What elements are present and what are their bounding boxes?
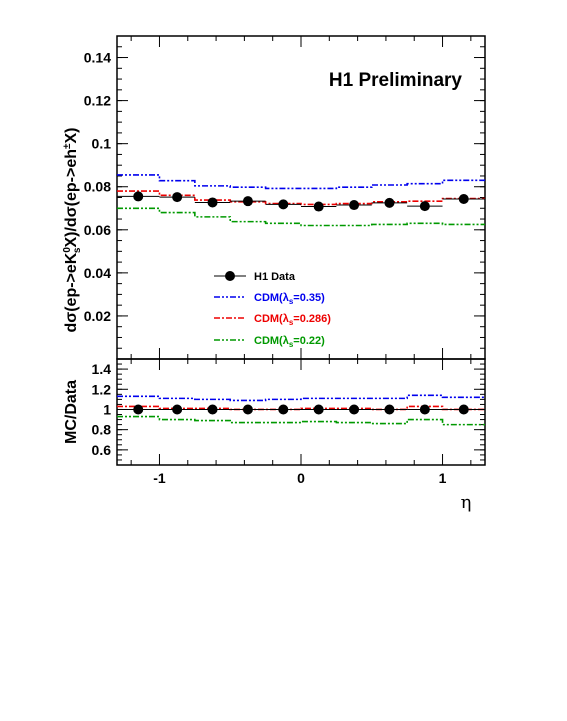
legend-label-data: H1 Data — [254, 271, 296, 283]
main-ytick-label: 0.04 — [84, 265, 111, 281]
legend-cdm-0286-prefix: CDM(λ — [254, 313, 289, 325]
legend-label-cdm-0286: CDM(λs=0.286) — [254, 313, 331, 327]
legend-label-cdm-022: CDM(λs=0.22) — [254, 335, 325, 349]
legend-cdm-035-sub: s — [289, 297, 294, 306]
ratio-data-point — [458, 404, 469, 415]
ratio-series-line-1 — [117, 405, 485, 411]
legend-cdm-0286-sub: s — [289, 318, 294, 327]
main-data-point — [278, 199, 289, 210]
main-ytick-label: 0.06 — [84, 222, 111, 238]
legend-cdm-0286-suffix: =0.286) — [293, 313, 331, 325]
ratio-data-point — [172, 404, 183, 415]
main-data-point — [419, 201, 430, 212]
main-data-point — [133, 191, 144, 202]
ratio-series-line-2 — [117, 415, 485, 426]
h1-preliminary-badge: H1 Preliminary — [329, 70, 462, 91]
ratio-axis-ticks: 0.6 0.8 1 1.2 1.4 -1 0 1 — [92, 359, 485, 486]
ratio-ylabel: MC/Data — [63, 380, 80, 444]
main-data-point — [313, 201, 324, 212]
ratio-ytick-label: 1 — [103, 401, 111, 417]
main-data-point — [172, 192, 183, 203]
main-data-point — [349, 200, 360, 211]
main-ytick-label: 0.02 — [84, 308, 111, 324]
legend: H1 Data CDM(λs=0.35) CDM(λs=0.286) CDM(λ… — [214, 271, 331, 349]
ylabel-part-b: X)/dσ(ep->eh — [63, 149, 80, 248]
ratio-ytick-label: 1.2 — [92, 381, 112, 397]
main-series-layer — [117, 174, 485, 227]
ratio-series-line-0 — [117, 394, 485, 402]
ylabel-sub-s: s — [72, 247, 83, 253]
legend-cdm-035-prefix: CDM(λ — [254, 292, 289, 304]
ratio-data-point — [242, 404, 253, 415]
legend-cdm-022-suffix: =0.22) — [293, 335, 325, 347]
ratio-data-point — [349, 404, 360, 415]
ratio-ytick-label: 1.4 — [92, 361, 112, 377]
legend-label-cdm-035: CDM(λs=0.35) — [254, 292, 325, 306]
ylabel-sup-0: 0 — [62, 247, 73, 253]
main-series-line-2 — [117, 207, 485, 227]
xlabel-eta: η — [461, 492, 472, 513]
ratio-plot-frame — [116, 358, 486, 466]
main-ytick-label: 0.1 — [92, 136, 112, 152]
legend-cdm-035-suffix: =0.35) — [293, 292, 325, 304]
xtick-label: -1 — [153, 470, 166, 486]
xtick-label: 1 — [439, 470, 447, 486]
main-data-point — [242, 196, 253, 207]
main-axis-ticks: 0.02 0.04 0.06 0.08 0.1 0.12 0.14 — [84, 36, 485, 360]
main-ytick-label: 0.14 — [84, 50, 111, 66]
ratio-ytick-label: 0.6 — [92, 442, 112, 458]
ratio-data-point — [419, 404, 430, 415]
xtick-label: 0 — [297, 470, 305, 486]
main-series-line-0 — [117, 174, 485, 190]
main-ytick-label: 0.08 — [84, 179, 111, 195]
ratio-data-point — [207, 404, 218, 415]
legend-marker-data — [225, 271, 235, 281]
ylabel-part-a: dσ(ep->eK — [63, 252, 80, 332]
main-ytick-label: 0.12 — [84, 93, 111, 109]
main-data-point — [384, 197, 395, 208]
legend-cdm-022-prefix: CDM(λ — [254, 335, 289, 347]
ratio-data-point — [278, 404, 289, 415]
ratio-data-point — [384, 404, 395, 415]
ylabel-part-c: X) — [63, 128, 80, 144]
main-data-point — [207, 197, 218, 208]
main-data-point — [458, 194, 469, 205]
ratio-data-point — [133, 404, 144, 415]
ratio-series-layer — [117, 394, 485, 426]
ratio-ytick-label: 0.8 — [92, 422, 112, 438]
ratio-data-point — [313, 404, 324, 415]
ylabel-sup-pm: ± — [62, 143, 73, 149]
main-ylabel: dσ(ep->eK0sX)/dσ(ep->eh±X) — [62, 128, 83, 333]
legend-cdm-022-sub: s — [289, 340, 294, 349]
